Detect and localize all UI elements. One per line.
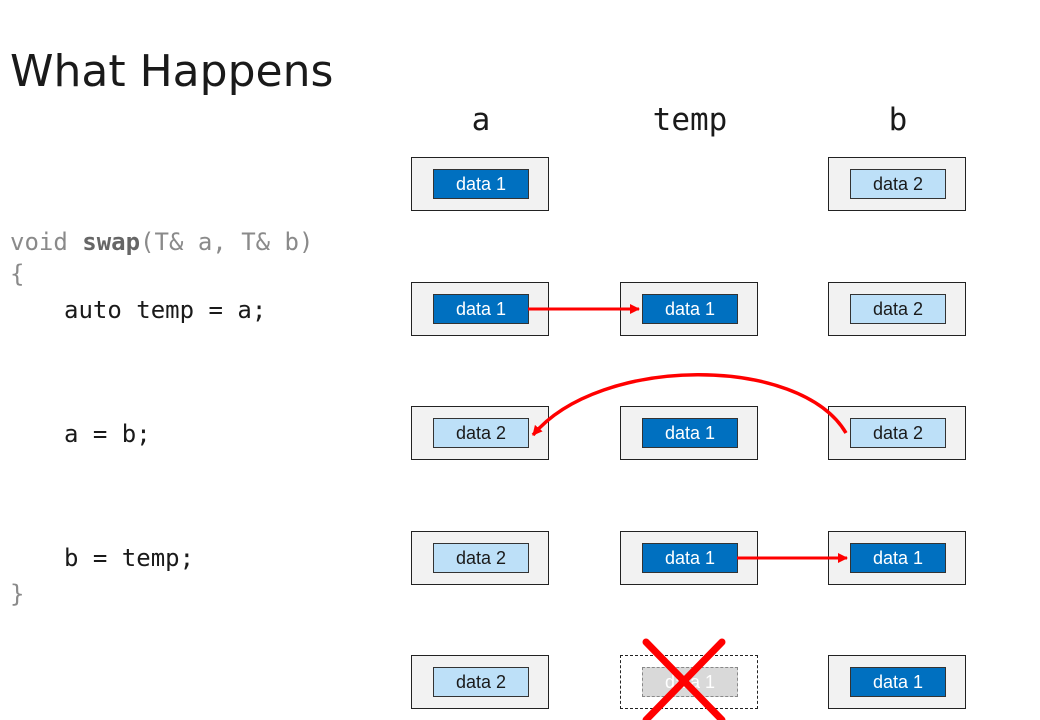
data-block: data 1 xyxy=(642,543,738,573)
copy-arrow-b-to-a xyxy=(531,373,848,437)
destroyed-cross-icon xyxy=(642,638,726,720)
data-block: data 2 xyxy=(433,667,529,697)
data-block: data 1 xyxy=(642,418,738,448)
code-signature: void swap(T& a, T& b) xyxy=(10,228,313,256)
cell-b-row5: data 1 xyxy=(828,655,966,709)
data-block: data 2 xyxy=(433,543,529,573)
cell-a-row1: data 1 xyxy=(411,157,549,211)
cell-a-row4: data 2 xyxy=(411,531,549,585)
code-line-a-assign: a = b; xyxy=(64,420,151,448)
column-header-b: b xyxy=(888,102,908,138)
cell-a-row3: data 2 xyxy=(411,406,549,460)
cell-temp-row4: data 1 xyxy=(620,531,758,585)
code-line-b-assign: b = temp; xyxy=(64,544,195,572)
cell-b-row3: data 2 xyxy=(828,406,966,460)
code-swap: swap xyxy=(82,228,141,256)
data-block: data 1 xyxy=(433,169,529,199)
code-params: (T& a, T& b) xyxy=(140,228,314,256)
cell-temp-row3: data 1 xyxy=(620,406,758,460)
column-header-a: a xyxy=(471,102,491,138)
page-title: What Happens xyxy=(10,46,334,97)
cell-b-row1: data 2 xyxy=(828,157,966,211)
data-block: data 1 xyxy=(433,294,529,324)
code-close-brace: } xyxy=(10,580,25,608)
cell-temp-row2: data 1 xyxy=(620,282,758,336)
code-void: void xyxy=(10,228,83,256)
cell-a-row5: data 2 xyxy=(411,655,549,709)
column-header-temp: temp xyxy=(652,102,728,138)
data-block: data 2 xyxy=(850,418,946,448)
data-block: data 2 xyxy=(850,169,946,199)
data-block: data 1 xyxy=(850,667,946,697)
data-block: data 2 xyxy=(850,294,946,324)
cell-b-row2: data 2 xyxy=(828,282,966,336)
cell-a-row2: data 1 xyxy=(411,282,549,336)
code-open-brace: { xyxy=(10,260,25,288)
data-block: data 1 xyxy=(642,294,738,324)
code-line-temp-assign: auto temp = a; xyxy=(64,296,267,324)
data-block: data 2 xyxy=(433,418,529,448)
data-block: data 1 xyxy=(850,543,946,573)
